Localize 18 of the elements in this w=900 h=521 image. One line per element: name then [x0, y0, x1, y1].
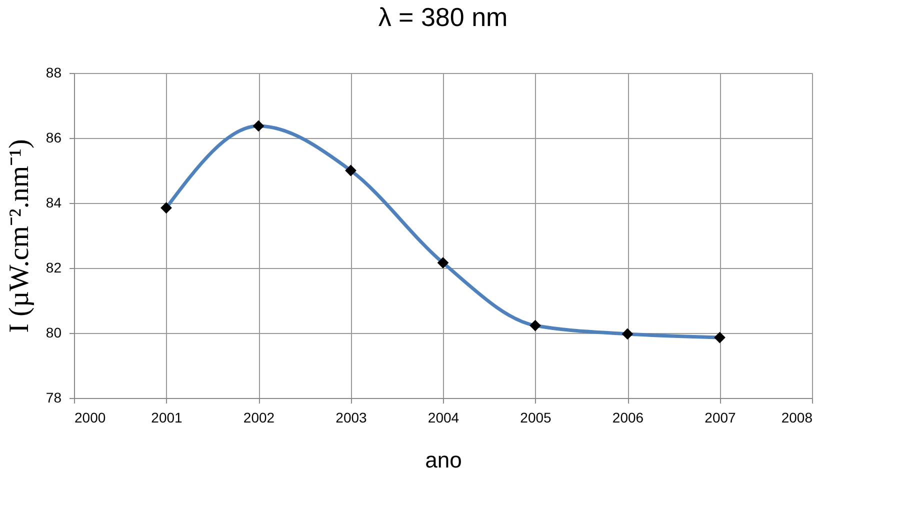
x-tick-label: 2000 [74, 410, 106, 426]
y-tick-label: 80 [46, 324, 62, 340]
x-tick-label: 2003 [336, 410, 368, 426]
chart-title: λ = 380 nm [378, 2, 508, 32]
y-axis-title: I (µW.cm⁻².nm⁻¹) [4, 139, 35, 333]
y-tick-label: 84 [46, 194, 62, 210]
x-tick-label: 2002 [243, 410, 275, 426]
x-tick-label: 2006 [612, 410, 644, 426]
x-tick-label: 2004 [428, 410, 460, 426]
x-tick-label: 2005 [520, 410, 552, 426]
x-tick-label: 2008 [781, 410, 813, 426]
y-tick-label: 88 [46, 64, 62, 80]
y-tick-label: 78 [46, 390, 62, 406]
y-tick-label: 86 [46, 130, 62, 146]
x-tick-label: 2001 [151, 410, 183, 426]
y-tick-label: 82 [46, 260, 62, 276]
x-axis-title: ano [425, 448, 462, 472]
x-tick-label: 2007 [704, 410, 736, 426]
